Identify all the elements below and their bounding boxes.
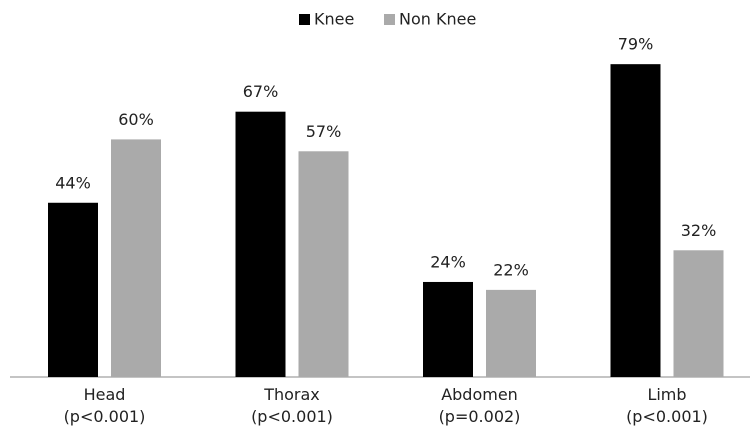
x-tick-label: Abdomen (p=0.002) (438, 385, 521, 426)
x-tick-label: Limb (p<0.001) (626, 385, 708, 426)
bar (673, 250, 724, 377)
legend-label: Knee (314, 10, 354, 29)
legend-swatch (384, 14, 395, 25)
data-label: 24% (430, 252, 466, 271)
data-label: 22% (493, 260, 529, 279)
bar (298, 151, 349, 377)
data-label: 60% (118, 110, 154, 129)
bar (235, 111, 286, 378)
bar (48, 202, 98, 377)
data-label: 79% (618, 35, 654, 54)
data-label: 57% (306, 122, 342, 141)
data-label: 32% (681, 221, 717, 240)
x-tick-label: Thorax (p<0.001) (251, 385, 333, 426)
bar (486, 289, 536, 377)
data-label: 67% (243, 82, 279, 101)
bar (610, 64, 661, 377)
legend-label: Non Knee (399, 10, 476, 29)
data-label: 44% (55, 173, 91, 192)
bar (423, 281, 473, 377)
bar (111, 139, 161, 377)
legend-swatch (299, 14, 310, 25)
x-tick-label: Head (p<0.001) (63, 385, 146, 426)
